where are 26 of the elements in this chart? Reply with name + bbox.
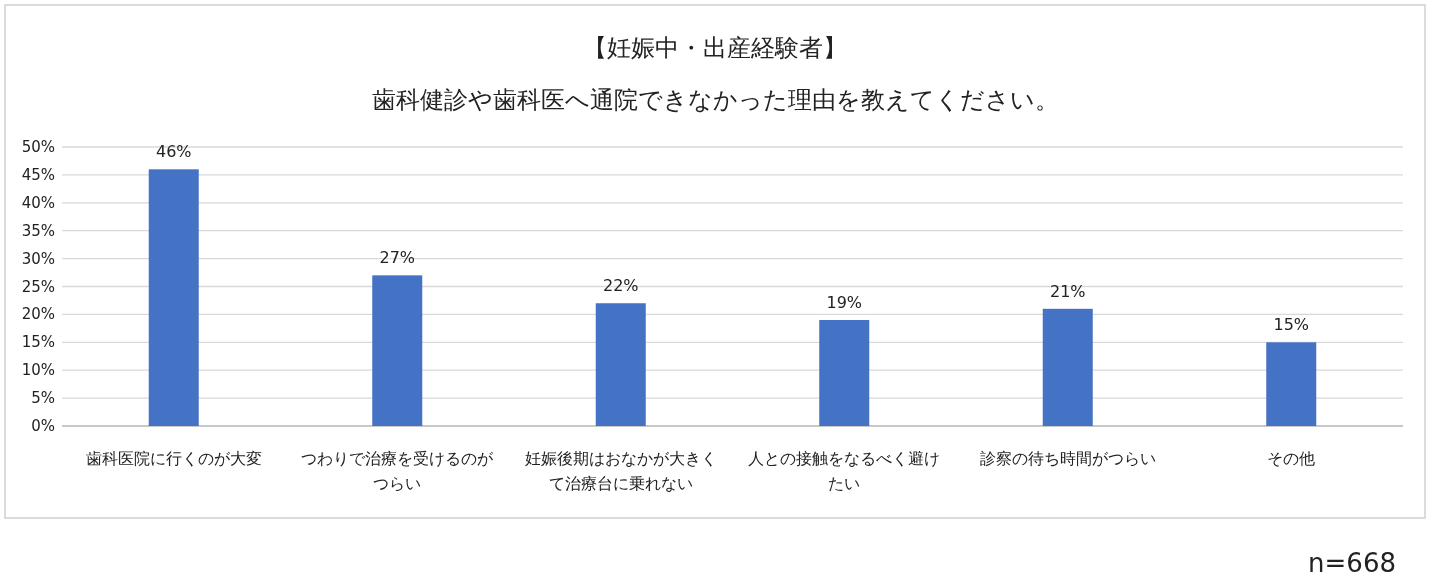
y-tick-label: 0%	[31, 417, 55, 435]
y-tick-label: 35%	[21, 221, 55, 240]
data-label: 22%	[602, 276, 639, 296]
title: 【妊娠中・出産経験者】	[583, 34, 847, 62]
data-label: 46%	[155, 142, 192, 162]
annotation: n=668	[1308, 548, 1396, 575]
data-label: 15%	[1273, 315, 1310, 335]
y-tick-label: 45%	[21, 165, 55, 184]
y-tick-label: 30%	[21, 249, 55, 268]
data-label: 27%	[379, 248, 416, 268]
y-tick-label: 15%	[21, 333, 55, 352]
x-tick-label: その他	[1267, 449, 1316, 468]
y-tick-label: 50%	[21, 138, 55, 156]
y-tick-label: 40%	[21, 193, 55, 212]
data-label: 19%	[826, 292, 863, 312]
x-tick-label: つわりで治療を受けるのがつらい	[301, 449, 495, 493]
y-tick-label: 25%	[21, 277, 55, 296]
data-label: 21%	[1049, 281, 1086, 301]
y-tick-label: 10%	[21, 361, 55, 380]
x-tick-label: 妊娠後期はおなかが大きくて治療台に乗れない	[524, 449, 717, 493]
y-tick-label: 20%	[21, 305, 55, 324]
x-tick-label: 診察の待ち時間がつらい	[979, 449, 1156, 468]
subtitle: 歯科健診や歯科医へ通院できなかった理由を教えてください。	[371, 86, 1059, 114]
y-tick-label: 5%	[31, 389, 55, 408]
x-tick-label: 人との接触をなるべく避けたい	[748, 449, 941, 493]
x-tick-label: 歯科医院に行くのが大変	[85, 449, 262, 468]
